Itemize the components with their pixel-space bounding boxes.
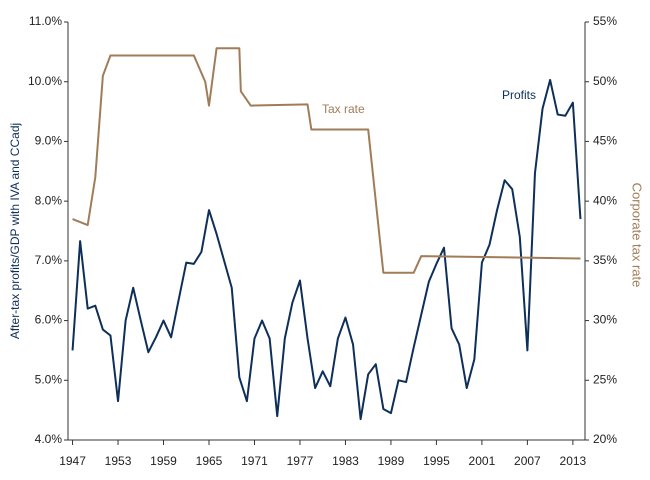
- x-tick-label: 1959: [150, 454, 177, 468]
- y-tick-label: 8.0%: [35, 193, 63, 207]
- y2-tick-label: 20%: [593, 432, 617, 446]
- y2-tick-label: 40%: [593, 193, 617, 207]
- x-tick-label: 1983: [332, 454, 359, 468]
- y2-tick-label: 25%: [593, 372, 617, 386]
- annotation: Profits: [502, 88, 536, 102]
- y2-axis-label: Corporate tax rate: [630, 183, 645, 288]
- y-tick-label: 5.0%: [35, 372, 63, 386]
- x-tick-label: 2001: [469, 454, 496, 468]
- y2-tick-label: 45%: [593, 134, 617, 148]
- x-tick-label: 2013: [560, 454, 587, 468]
- y-tick-label: 7.0%: [35, 253, 63, 267]
- x-tick-label: 1953: [105, 454, 132, 468]
- line-series: [72, 47, 581, 274]
- y-tick-label: 9.0%: [35, 134, 63, 148]
- x-tick-label: 1947: [59, 454, 86, 468]
- y2-tick-label: 35%: [593, 253, 617, 267]
- y-tick-label: 4.0%: [35, 432, 63, 446]
- line-series: [71, 78, 582, 421]
- y-tick-label: 10.0%: [28, 74, 62, 88]
- y2-tick-label: 30%: [593, 313, 617, 327]
- y2-tick-label: 55%: [593, 14, 617, 28]
- y-tick-label: 11.0%: [29, 14, 62, 28]
- x-tick-label: 1995: [423, 454, 450, 468]
- y-axis-label: After-tax profits/GDP with IVA and CCadj: [8, 123, 22, 339]
- x-tick-label: 1989: [378, 454, 405, 468]
- x-tick-label: 1971: [241, 454, 268, 468]
- annotation: Tax rate: [322, 102, 365, 116]
- x-tick-label: 2007: [514, 454, 541, 468]
- x-tick-label: 1965: [196, 454, 223, 468]
- y-tick-label: 6.0%: [35, 313, 63, 327]
- x-tick-label: 1977: [287, 454, 314, 468]
- y2-tick-label: 50%: [593, 74, 617, 88]
